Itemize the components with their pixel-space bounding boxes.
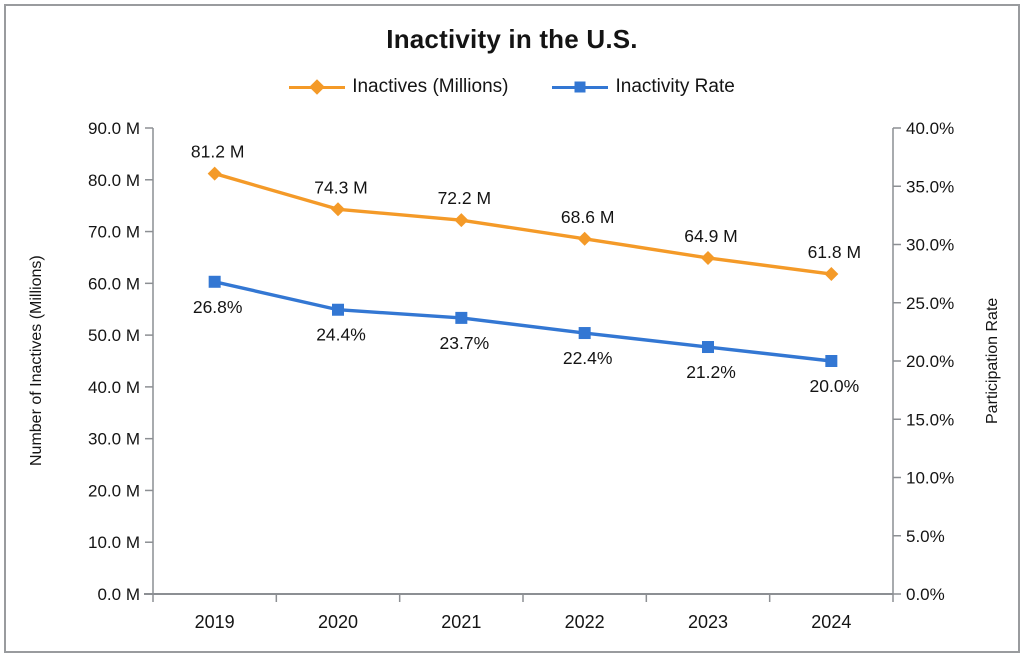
left-axis-tick-label: 40.0 M <box>88 378 140 397</box>
inactives-line-swatch <box>289 79 346 95</box>
series-line-1 <box>212 280 834 363</box>
right-axis-tick-label: 10.0% <box>906 469 954 488</box>
legend-item-rate: Inactivity Rate <box>552 76 735 98</box>
legend-label-rate: Inactivity Rate <box>615 76 735 97</box>
right-axis-tick-label: 20.0% <box>906 352 954 371</box>
x-axis-category-label: 2024 <box>811 612 851 632</box>
right-axis-tick-label: 5.0% <box>906 527 945 546</box>
x-axis-category-label: 2021 <box>441 612 481 632</box>
data-point-marker <box>332 303 344 316</box>
data-point-marker <box>455 311 468 324</box>
data-point-label: 21.2% <box>686 362 736 382</box>
data-point-marker <box>578 327 591 340</box>
left-axis-tick-label: 10.0 M <box>88 533 140 552</box>
data-point-marker <box>824 267 839 282</box>
data-point-label: 81.2 M <box>191 142 245 162</box>
data-point-label: 74.3 M <box>314 177 368 197</box>
left-axis-tick-label: 50.0 M <box>88 326 140 345</box>
right-axis-tick-label: 30.0% <box>906 236 954 255</box>
right-axis-tick-label: 40.0% <box>906 119 954 138</box>
left-axis-tick-label: 70.0 M <box>88 223 140 242</box>
data-point-marker <box>702 341 714 354</box>
data-point-marker <box>825 355 838 367</box>
data-point-label: 20.0% <box>810 376 860 396</box>
data-point-marker <box>331 202 345 217</box>
right-axis-tick-label: 25.0% <box>906 294 954 313</box>
right-axis-tick-label: 0.0% <box>906 585 945 604</box>
data-point-marker <box>454 213 469 228</box>
x-axis-category-label: 2023 <box>688 612 728 632</box>
data-point-label: 22.4% <box>563 348 613 368</box>
left-axis-tick-label: 30.0 M <box>88 430 140 449</box>
data-point-label: 61.8 M <box>808 242 862 262</box>
legend-item-inactives: Inactives (Millions) <box>289 76 508 98</box>
chart-title: Inactivity in the U.S. <box>386 24 638 54</box>
data-point-label: 26.8% <box>193 297 243 317</box>
data-point-marker <box>207 166 222 181</box>
data-point-marker <box>701 250 715 265</box>
data-point-label: 24.4% <box>316 325 366 345</box>
left-axis-tick-label: 90.0 M <box>88 119 140 138</box>
chart-legend: Inactives (Millions) Inactivity Rate <box>0 76 1024 98</box>
data-point-label: 72.2 M <box>438 188 492 208</box>
data-point-marker <box>577 231 592 246</box>
x-axis-category-label: 2022 <box>565 612 605 632</box>
square-marker-icon <box>574 81 586 93</box>
data-point-label: 68.6 M <box>561 207 615 227</box>
legend-label-inactives: Inactives (Millions) <box>352 76 509 97</box>
left-axis-tick-label: 20.0 M <box>88 481 140 500</box>
data-point-marker <box>208 275 221 288</box>
x-axis-category-label: 2020 <box>318 612 358 632</box>
rate-line-swatch <box>552 81 609 93</box>
data-point-label: 64.9 M <box>684 226 738 246</box>
right-axis-tick-label: 35.0% <box>906 177 954 196</box>
right-axis-tick-label: 15.0% <box>906 410 954 429</box>
x-axis-category-label: 2019 <box>195 612 235 632</box>
left-axis-tick-label: 80.0 M <box>88 171 140 190</box>
data-point-label: 23.7% <box>440 333 490 353</box>
left-axis-tick-label: 0.0 M <box>97 585 140 604</box>
left-axis-tick-label: 60.0 M <box>88 274 140 293</box>
series-line-0 <box>212 171 834 276</box>
